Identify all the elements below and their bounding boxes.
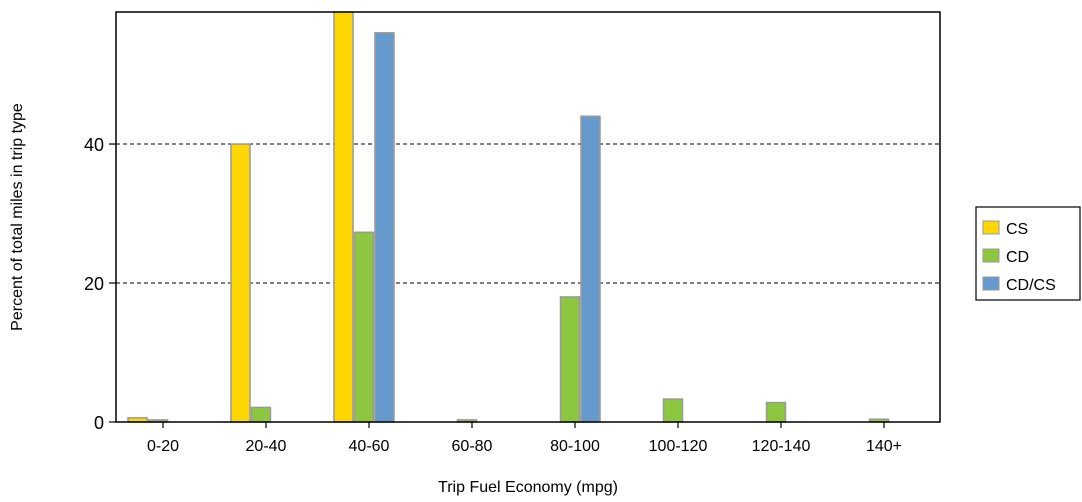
legend: CS CD CD/CS — [975, 206, 1081, 301]
legend-label-cd-cs: CD/CS — [1006, 277, 1056, 294]
plot-frame — [115, 11, 941, 423]
bar-cd-40-60 — [353, 231, 375, 423]
x-tick-label-100-120: 100-120 — [649, 438, 708, 455]
x-axis-ticks: 0-20 20-40 40-60 60-80 80-100 100-120 120-140 1… — [147, 422, 902, 455]
x-axis-title: Trip Fuel Economy (mpg) — [438, 479, 618, 496]
bar-cs-40-60 — [333, 11, 354, 423]
bars — [127, 11, 890, 423]
legend-swatch-cd-cs — [982, 276, 1000, 291]
gridlines — [116, 143, 940, 284]
x-tick-label-40-60: 40-60 — [349, 438, 390, 455]
y-tick-label-20: 20 — [84, 274, 104, 294]
bar-cs-20-40 — [230, 143, 251, 423]
bar-cd-20-40 — [250, 406, 272, 423]
bar-cd-100-120 — [662, 398, 684, 423]
y-axis-title: Percent of total miles in trip type — [9, 103, 26, 331]
legend-swatch-cs — [982, 220, 1000, 235]
legend-label-cd: CD — [1006, 249, 1029, 266]
bar-cd-cs-40-60 — [374, 32, 395, 423]
y-tick-label-0: 0 — [94, 413, 104, 433]
x-tick-label-140+: 140+ — [866, 438, 902, 455]
x-tick-label-120-140: 120-140 — [752, 438, 811, 455]
x-tick-label-80-100: 80-100 — [550, 438, 600, 455]
x-tick-label-60-80: 60-80 — [452, 438, 493, 455]
x-tick-label-0-20: 0-20 — [147, 438, 179, 455]
legend-swatch-cd — [982, 248, 1000, 263]
bar-cd-cs-80-100 — [580, 115, 601, 423]
bar-cd-80-100 — [559, 296, 581, 423]
y-tick-label-40: 40 — [84, 135, 104, 155]
legend-label-cs: CS — [1006, 221, 1028, 238]
y-axis-ticks: 0 20 40 — [84, 135, 116, 433]
bar-cd-120-140 — [765, 401, 787, 423]
x-tick-label-20-40: 20-40 — [246, 438, 287, 455]
